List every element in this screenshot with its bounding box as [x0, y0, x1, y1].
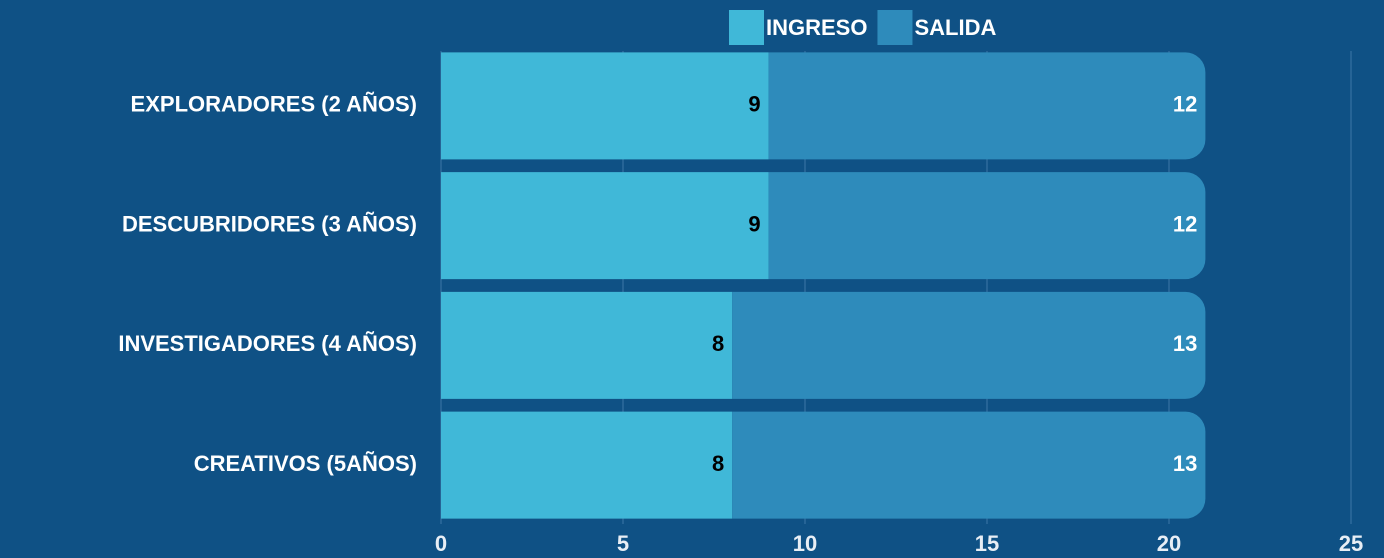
- x-tick-label: 5: [617, 531, 629, 556]
- value-label: 12: [1173, 92, 1197, 117]
- bar: [441, 291, 733, 399]
- value-label: 9: [748, 92, 760, 117]
- bar: [768, 172, 1206, 280]
- bar: [732, 411, 1206, 519]
- x-tick-label: 25: [1339, 531, 1363, 556]
- value-label: 13: [1173, 451, 1197, 476]
- value-label: 8: [712, 451, 724, 476]
- bar: [732, 291, 1206, 399]
- x-tick-label: 15: [975, 531, 999, 556]
- y-tick-label: EXPLORADORES (2 AÑOS): [131, 92, 417, 117]
- bar: [441, 52, 769, 160]
- bar: [441, 172, 769, 280]
- y-tick-label: DESCUBRIDORES (3 AÑOS): [122, 211, 417, 236]
- legend-swatch: [877, 10, 913, 45]
- y-tick-label: CREATIVOS (5AÑOS): [194, 451, 417, 476]
- value-label: 13: [1173, 331, 1197, 356]
- bar: [768, 52, 1206, 160]
- value-label: 12: [1173, 211, 1197, 236]
- legend-label: INGRESO: [766, 15, 867, 40]
- legend-swatch: [729, 10, 764, 45]
- x-tick-label: 10: [793, 531, 817, 556]
- legend-label: SALIDA: [914, 15, 996, 40]
- value-label: 8: [712, 331, 724, 356]
- x-tick-label: 0: [435, 531, 447, 556]
- bar: [441, 411, 733, 519]
- value-label: 9: [748, 211, 760, 236]
- x-tick-label: 20: [1157, 531, 1181, 556]
- y-tick-label: INVESTIGADORES (4 AÑOS): [118, 331, 417, 356]
